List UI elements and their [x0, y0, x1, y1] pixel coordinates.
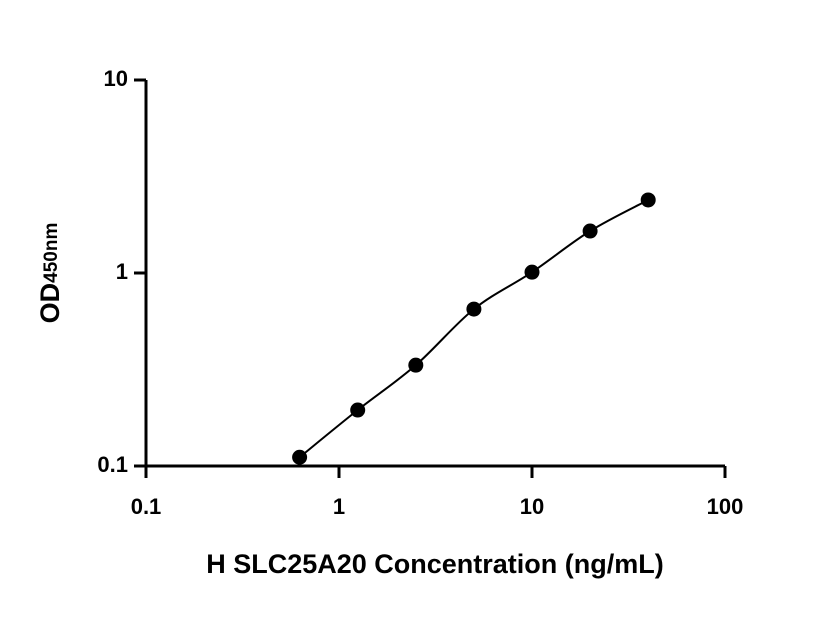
y-tick-label: 10 [104, 66, 128, 91]
point [408, 357, 424, 373]
y-tick-label: 0.1 [97, 452, 128, 477]
x-tick-label: 1 [333, 494, 345, 519]
y-axis-label-main: OD [35, 283, 65, 324]
point [466, 301, 482, 317]
x-tick-label: 100 [707, 494, 744, 519]
x-tick-label: 0.1 [131, 494, 162, 519]
point [292, 449, 308, 465]
point [350, 402, 366, 418]
x-tick-label: 10 [520, 494, 544, 519]
y-axis-label-sub: 450nm [41, 223, 62, 283]
x-axis-label: H SLC25A20 Concentration (ng/mL) [206, 549, 664, 579]
y-tick-label: 1 [116, 259, 128, 284]
axes [144, 80, 725, 468]
point [524, 264, 540, 280]
fit-curve [298, 199, 649, 459]
y-axis-label: OD450nm [35, 223, 65, 324]
point [582, 223, 598, 239]
point [640, 192, 656, 208]
